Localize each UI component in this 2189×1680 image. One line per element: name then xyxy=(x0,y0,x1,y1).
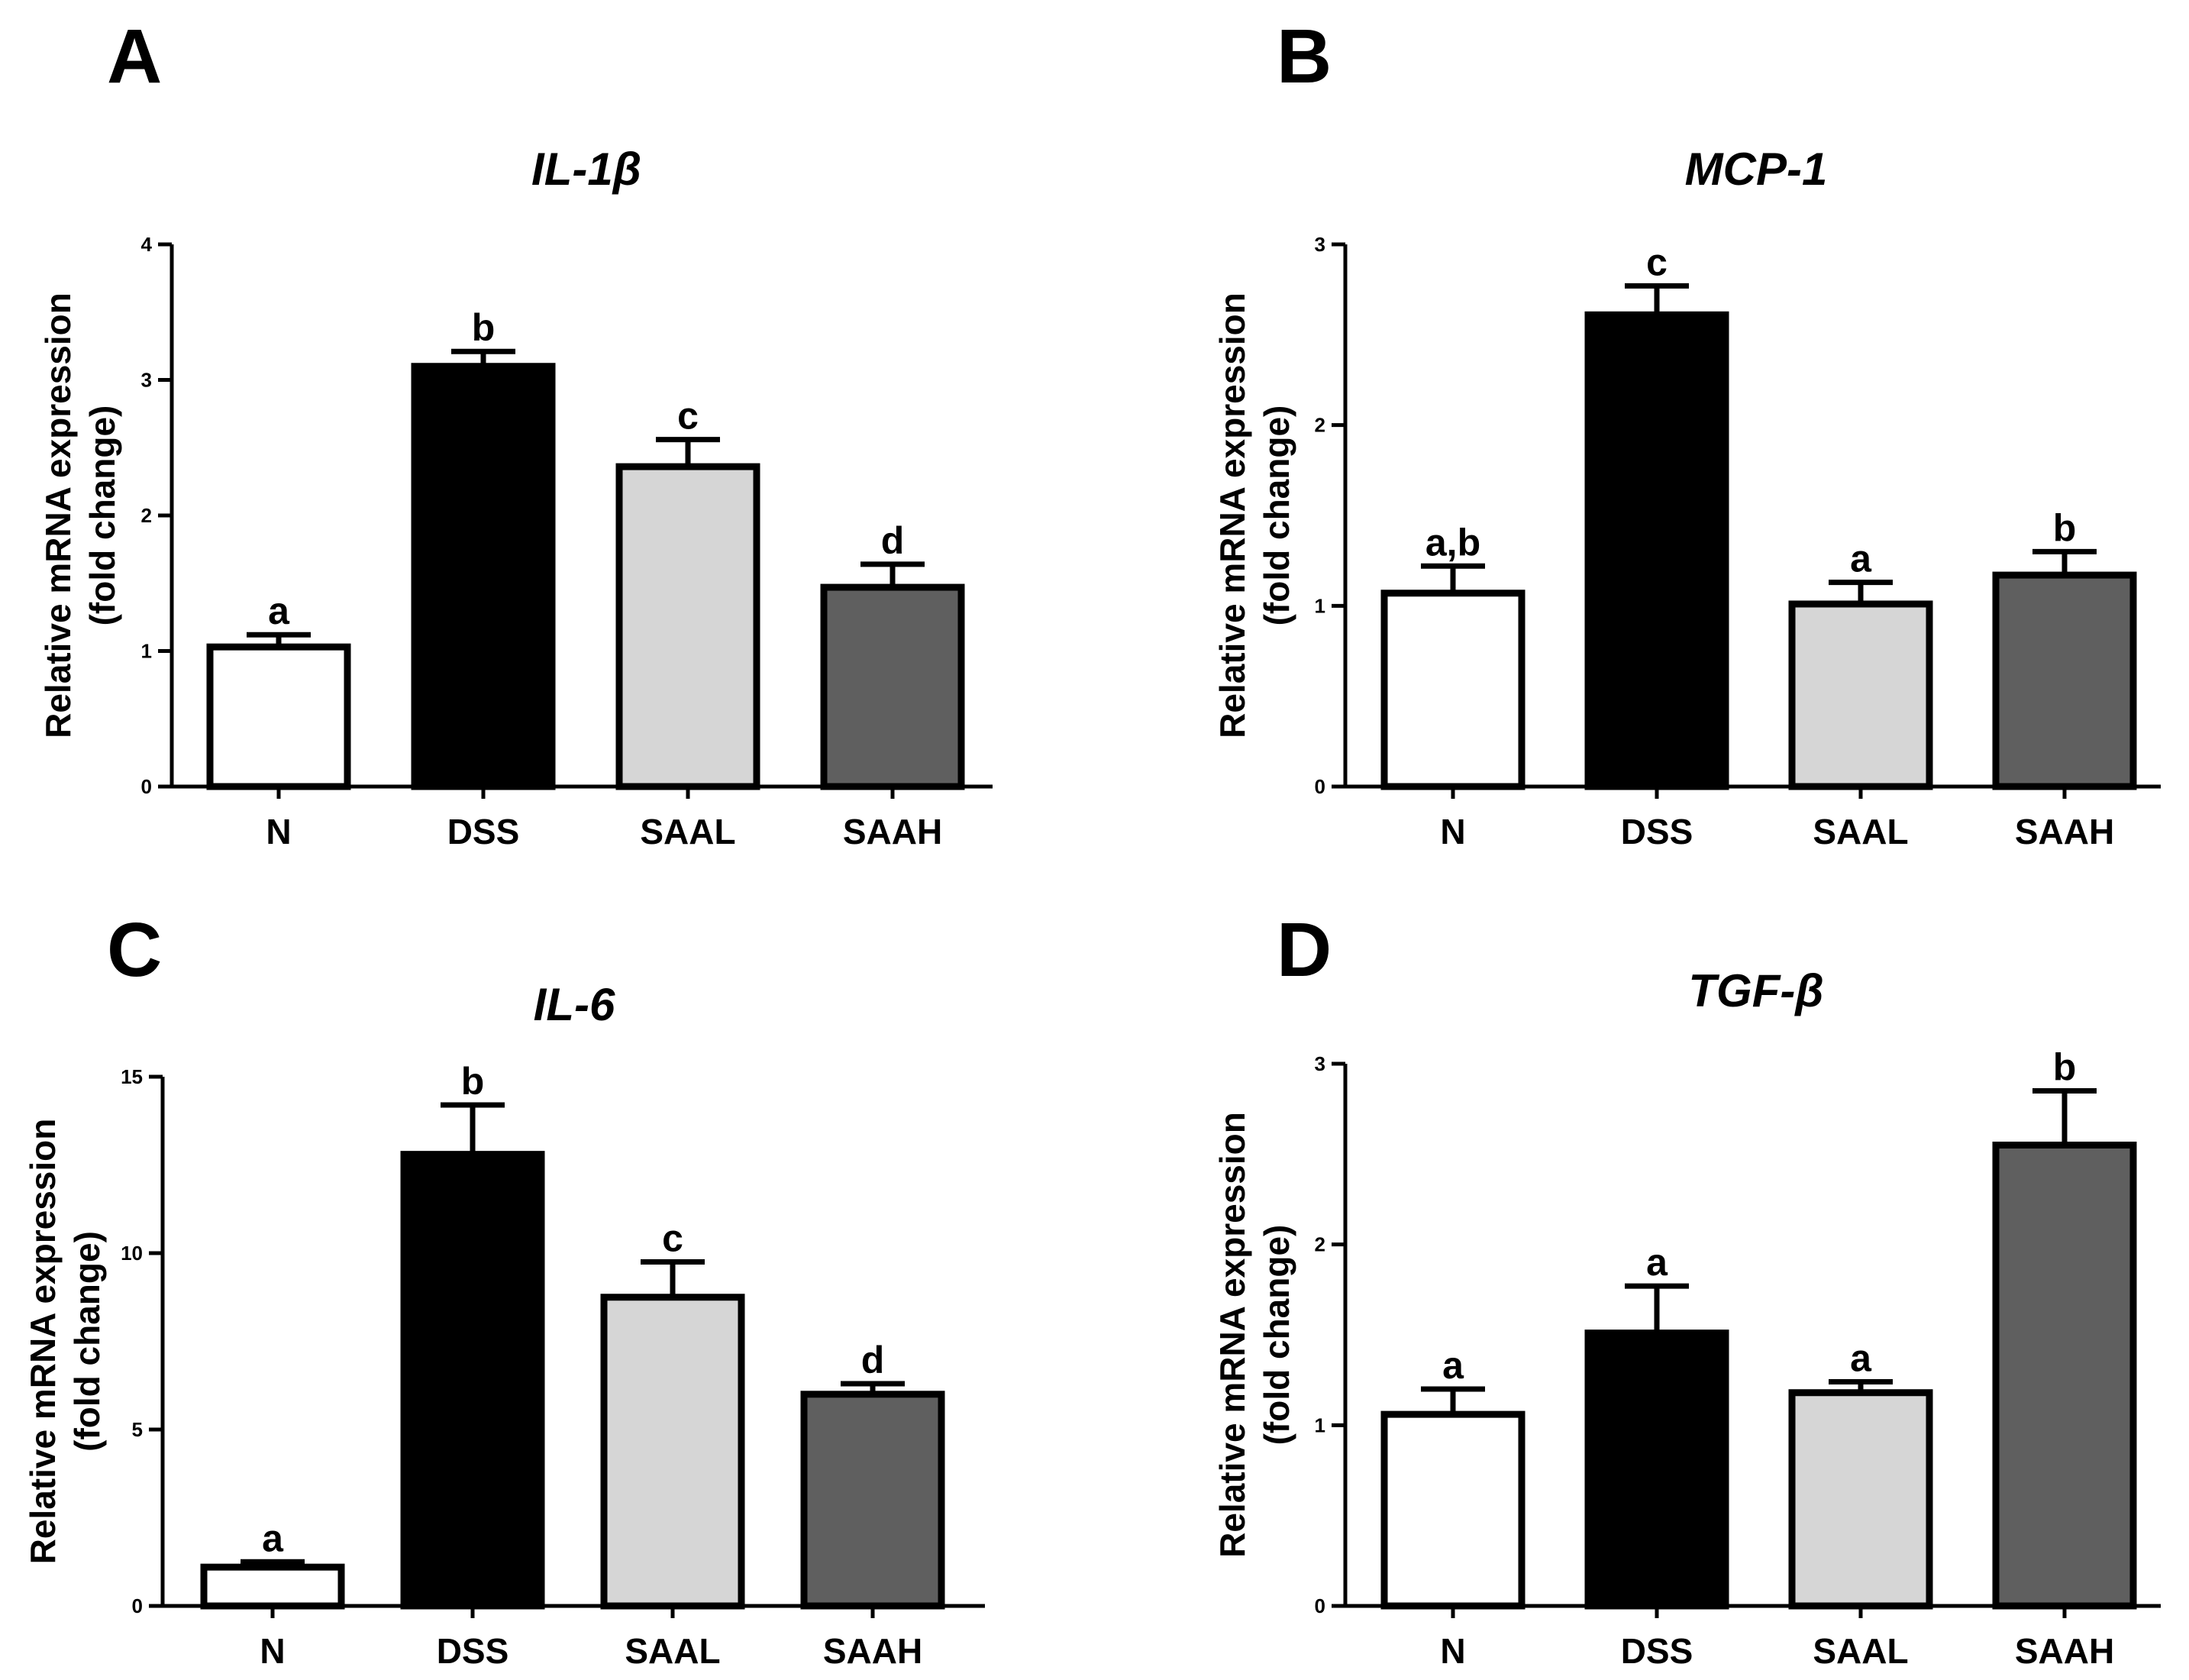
chart-title-d: TGF-β xyxy=(1688,965,1823,1016)
y-tick-label-b-2: 2 xyxy=(1315,414,1325,437)
chart-panel-d: TGF-β Relative mRNA expression (fold chang… xyxy=(1212,965,2161,1671)
x-tick-label-a-n: N xyxy=(266,812,291,851)
y-tick-label-b-0: 0 xyxy=(1315,775,1325,798)
y-tick-label-c-5: 5 xyxy=(132,1418,143,1441)
significance-label-d-n: a xyxy=(1442,1344,1464,1387)
significance-label-a-saal: c xyxy=(677,395,699,438)
bar-a-saal xyxy=(615,463,760,790)
x-tick-label-c-saal: SAAL xyxy=(625,1631,720,1671)
significance-label-a-saah: d xyxy=(881,519,905,562)
y-axis-label-d-line-2: (fold change) xyxy=(1257,1225,1296,1446)
y-tick-label-a-3: 3 xyxy=(141,369,152,392)
bar-b-dss xyxy=(1584,311,1729,790)
bar-b-saah xyxy=(1992,571,2137,790)
panel-letter-c: C xyxy=(107,907,162,993)
y-axis-label-d-line-1: Relative mRNA expression xyxy=(1212,1112,1252,1558)
significance-label-b-dss: c xyxy=(1646,241,1668,283)
y-axis-label-c-line-1: Relative mRNA expression xyxy=(23,1119,63,1565)
bar-b-saal xyxy=(1788,600,1933,790)
y-tick-label-b-1: 1 xyxy=(1315,594,1325,617)
y-tick-label-c-10: 10 xyxy=(121,1242,143,1265)
y-axis-label-b-line-2: (fold change) xyxy=(1257,405,1296,626)
y-axis-label-a-line-2: (fold change) xyxy=(82,405,122,626)
y-tick-label-a-2: 2 xyxy=(141,504,152,527)
x-tick-label-b-n: N xyxy=(1440,812,1465,851)
x-tick-label-a-saal: SAAL xyxy=(640,812,735,851)
significance-label-a-dss: b xyxy=(472,306,496,349)
significance-label-c-saah: d xyxy=(861,1339,885,1381)
y-axis-label-b-line-1: Relative mRNA expression xyxy=(1212,292,1252,738)
x-tick-label-a-dss: DSS xyxy=(447,812,520,851)
y-tick-label-d-2: 2 xyxy=(1315,1233,1325,1256)
x-tick-label-c-dss: DSS xyxy=(437,1631,509,1671)
bar-d-saah xyxy=(1992,1142,2137,1610)
y-tick-label-d-1: 1 xyxy=(1315,1413,1325,1436)
x-tick-label-c-n: N xyxy=(260,1631,285,1671)
panel-letter-a: A xyxy=(107,14,162,99)
y-tick-label-d-0: 0 xyxy=(1315,1594,1325,1617)
chart-title-c: IL-6 xyxy=(534,979,615,1030)
significance-label-b-n: a,b xyxy=(1425,521,1480,564)
chart-title-b: MCP-1 xyxy=(1685,144,1828,195)
bar-a-saah xyxy=(820,583,965,790)
panel-letter-b: B xyxy=(1277,14,1332,99)
significance-label-a-n: a xyxy=(268,590,290,632)
bar-c-n xyxy=(200,1563,345,1610)
y-tick-label-c-15: 15 xyxy=(121,1065,143,1088)
significance-label-c-dss: b xyxy=(461,1060,485,1103)
chart-panel-b: MCP-1 Relative mRNA expression (fold chang… xyxy=(1212,144,2161,851)
bar-d-dss xyxy=(1584,1329,1729,1610)
significance-label-b-saah: b xyxy=(2053,506,2077,549)
bar-c-saal xyxy=(600,1294,745,1610)
significance-label-c-saal: c xyxy=(662,1217,683,1260)
bar-d-saal xyxy=(1788,1389,1933,1610)
y-axis-label-c-line-2: (fold change) xyxy=(67,1231,107,1452)
y-tick-label-d-3: 3 xyxy=(1315,1052,1325,1075)
significance-label-d-saal: a xyxy=(1850,1337,1872,1380)
chart-title-a: IL-1β xyxy=(531,144,641,195)
y-tick-label-c-0: 0 xyxy=(132,1594,143,1617)
x-tick-label-b-dss: DSS xyxy=(1621,812,1693,851)
x-tick-label-b-saah: SAAH xyxy=(2015,812,2114,851)
bar-d-n xyxy=(1380,1410,1526,1610)
bar-c-dss xyxy=(400,1151,545,1610)
y-axis-label-a-line-1: Relative mRNA expression xyxy=(38,292,78,738)
y-tick-label-a-1: 1 xyxy=(141,640,152,663)
chart-panel-c: IL-6 Relative mRNA expression (fold change… xyxy=(23,979,985,1671)
significance-label-d-saah: b xyxy=(2053,1046,2077,1089)
significance-label-c-n: a xyxy=(262,1517,284,1559)
x-tick-label-d-saah: SAAH xyxy=(2015,1631,2114,1671)
y-tick-label-b-3: 3 xyxy=(1315,233,1325,256)
bar-b-n xyxy=(1380,590,1526,790)
bar-c-saah xyxy=(800,1391,945,1610)
significance-label-d-dss: a xyxy=(1646,1241,1668,1284)
x-tick-label-a-saah: SAAH xyxy=(843,812,942,851)
x-tick-label-d-n: N xyxy=(1440,1631,1465,1671)
x-tick-label-c-saah: SAAH xyxy=(823,1631,922,1671)
x-tick-label-b-saal: SAAL xyxy=(1813,812,1908,851)
significance-label-b-saal: a xyxy=(1850,538,1872,580)
y-tick-label-a-0: 0 xyxy=(141,775,152,798)
y-tick-label-a-4: 4 xyxy=(141,233,153,256)
panel-letter-d: D xyxy=(1277,907,1332,993)
bar-a-dss xyxy=(411,363,556,790)
chart-panel-a: IL-1β Relative mRNA expression (fold chang… xyxy=(38,144,993,851)
bar-a-n xyxy=(206,643,351,790)
x-tick-label-d-dss: DSS xyxy=(1621,1631,1693,1671)
x-tick-label-d-saal: SAAL xyxy=(1813,1631,1908,1671)
